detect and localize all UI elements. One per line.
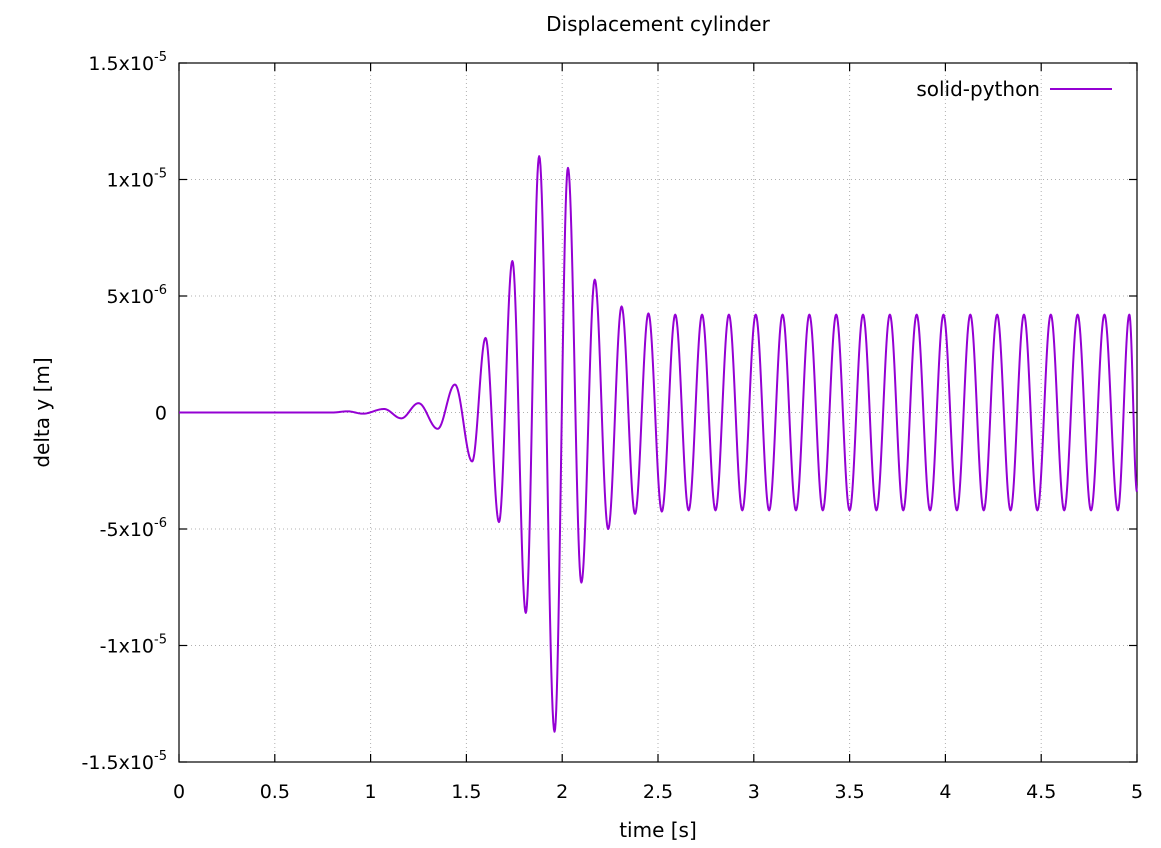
- x-tick-label: 5: [1131, 781, 1143, 803]
- x-tick-label: 4: [939, 781, 951, 803]
- x-tick-label: 1.5: [451, 781, 481, 803]
- grid-lines: [179, 63, 1137, 762]
- series-line-solid-python: [179, 155, 1138, 733]
- x-tick-label: 3.5: [834, 781, 864, 803]
- series-layer: [179, 155, 1138, 733]
- x-axis-tick-labels: 0 0.5 1 1.5 2 2.5 3 3.5 4 4.5 5: [173, 781, 1143, 803]
- y-tick-label: -1.5x10-5: [82, 749, 167, 774]
- y-tick-label: -1x10-5: [100, 633, 167, 658]
- legend-label: solid-python: [916, 77, 1040, 101]
- x-tick-label: 3: [748, 781, 760, 803]
- y-tick-label: 0: [155, 403, 167, 425]
- x-tick-label: 2.5: [643, 781, 673, 803]
- y-axis-tick-labels: 1.5x10-5 1x10-5 5x10-6 0 -5x10-6 -1x10-5 -1.5x…: [82, 50, 167, 774]
- y-tick-label: 5x10-6: [107, 283, 167, 308]
- tick-marks: [178, 62, 1138, 763]
- x-tick-label: 4.5: [1026, 781, 1056, 803]
- y-tick-label: 1x10-5: [107, 167, 167, 192]
- x-tick-label: 0: [173, 781, 185, 803]
- chart-title: Displacement cylinder: [546, 12, 770, 36]
- y-tick-label: -5x10-6: [100, 516, 167, 541]
- y-axis-title: delta y [m]: [30, 357, 54, 467]
- x-tick-label: 1: [365, 781, 377, 803]
- x-tick-label: 2: [556, 781, 568, 803]
- y-tick-label: 1.5x10-5: [88, 50, 167, 75]
- x-tick-label: 0.5: [260, 781, 290, 803]
- legend: solid-python: [916, 77, 1112, 101]
- x-axis-title: time [s]: [619, 818, 697, 842]
